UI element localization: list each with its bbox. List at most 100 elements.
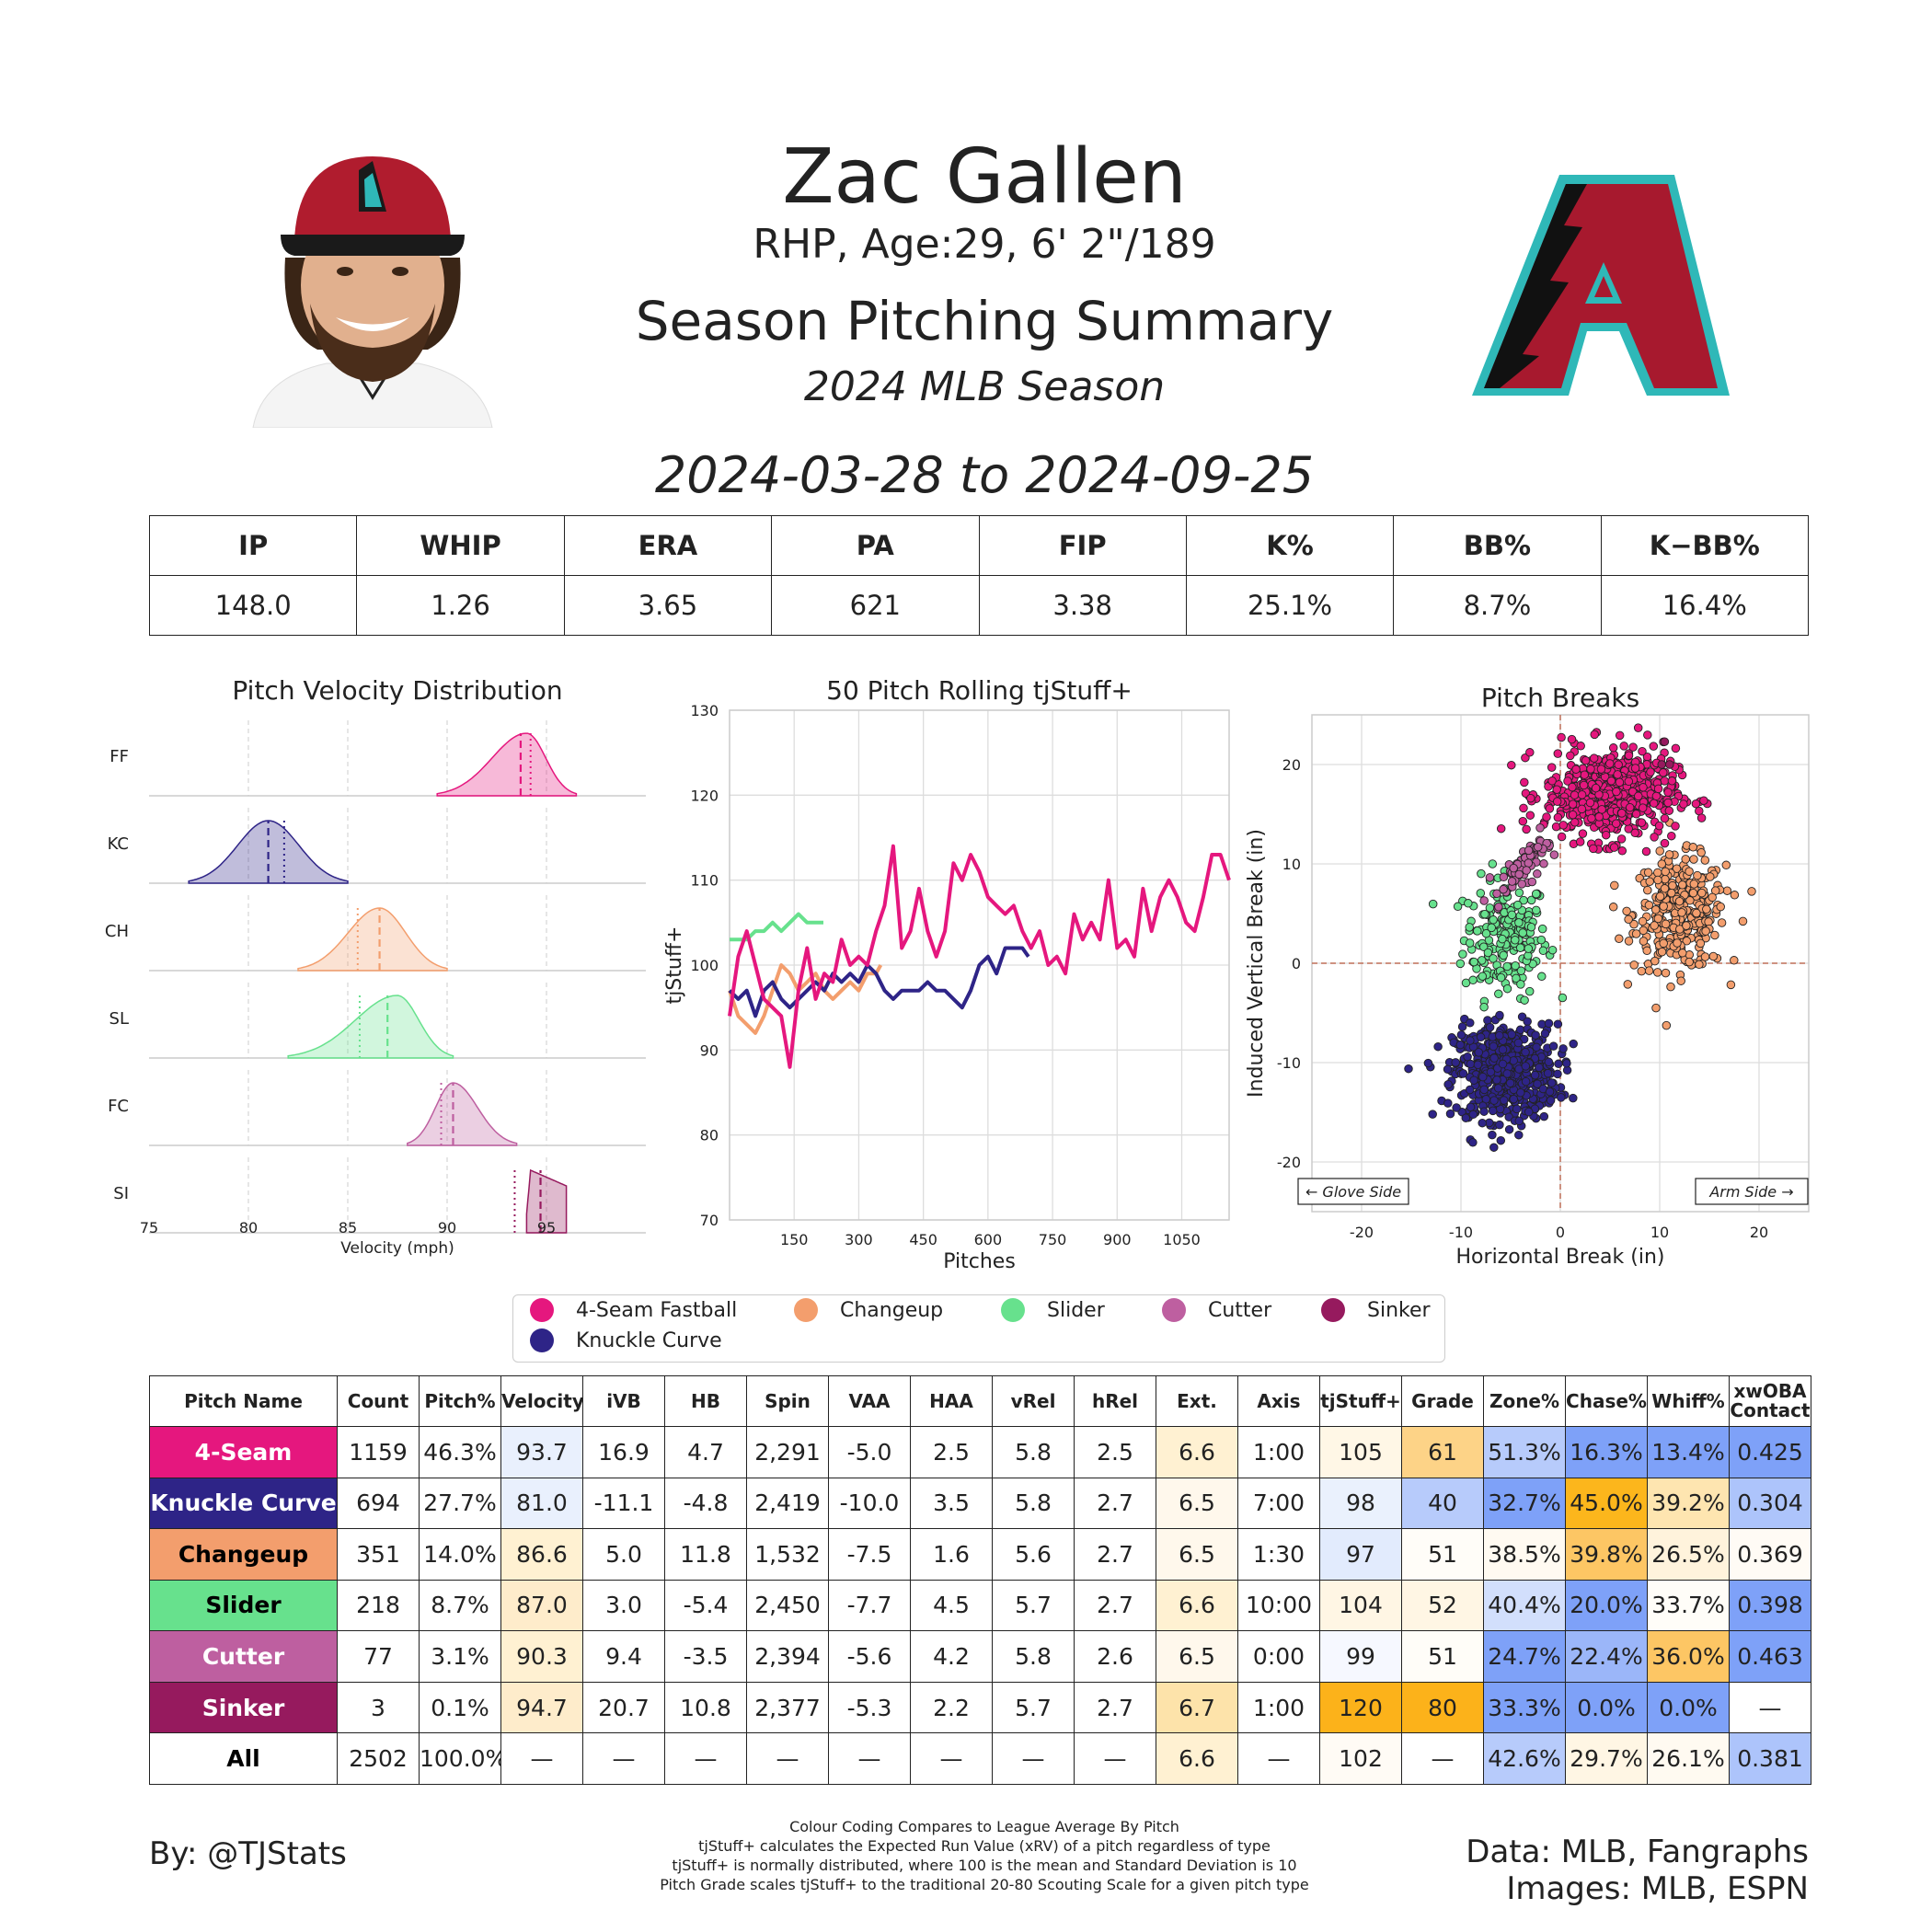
- stat-value-pa: 621: [771, 575, 980, 636]
- breaks-point: [1536, 935, 1547, 945]
- breaks-y-tick: -20: [1277, 1154, 1301, 1171]
- breaks-point: [1589, 753, 1599, 763]
- breaks-points-knuckle-curve: [1404, 1010, 1578, 1152]
- pitch-table-cell: -7.5: [828, 1528, 911, 1581]
- pitch-table-cell: 1:30: [1237, 1528, 1320, 1581]
- pitch-table-cell: —: [746, 1732, 829, 1785]
- pitch-metrics-table: Pitch Name Count Pitch% Velocity iVB HB Spin VA…: [149, 1375, 1811, 1785]
- velocity-row-label-ch: CH: [105, 922, 129, 941]
- pitch-table-cell: 0.369: [1729, 1528, 1811, 1581]
- rolling-x-tick: 150: [780, 1231, 809, 1248]
- pitch-table-cell: 1.6: [910, 1528, 993, 1581]
- pitch-table-cell: —: [828, 1732, 911, 1785]
- pitch-table-cell: 2.7: [1074, 1579, 1156, 1632]
- breaks-point: [1710, 930, 1719, 940]
- breaks-point: [1570, 790, 1580, 799]
- breaks-point: [1663, 798, 1673, 808]
- pitch-table-cell: 6.6: [1156, 1426, 1238, 1478]
- pitch-table-cell: -10.0: [828, 1477, 911, 1530]
- breaks-point: [1624, 914, 1633, 925]
- rolling-x-tick: 750: [1039, 1231, 1067, 1248]
- breaks-point: [1644, 966, 1654, 975]
- footnote-line: tjStuff+ calculates the Expected Run Val…: [698, 1837, 1271, 1855]
- breaks-point: [1478, 1118, 1487, 1128]
- breaks-point: [1615, 777, 1625, 788]
- breaks-point: [1672, 864, 1682, 873]
- pitch-table-cell: 81.0: [500, 1477, 583, 1530]
- breaks-point: [1722, 886, 1732, 895]
- breaks-point: [1519, 803, 1528, 813]
- breaks-point: [1689, 880, 1699, 889]
- breaks-point: [1473, 1060, 1483, 1070]
- breaks-point: [1549, 850, 1559, 859]
- breaks-point: [1697, 888, 1707, 898]
- velocity-row-label-ff: FF: [109, 747, 129, 766]
- breaks-point: [1651, 791, 1662, 801]
- footnote-line: tjStuff+ is normally distributed, where …: [672, 1857, 1297, 1874]
- legend-label: Knuckle Curve: [576, 1328, 722, 1352]
- breaks-point: [1551, 822, 1561, 832]
- breaks-point: [1628, 742, 1638, 752]
- rolling-y-tick: 100: [690, 957, 719, 974]
- breaks-point: [1516, 1087, 1525, 1098]
- summary-title: Season Pitching Summary: [635, 290, 1334, 352]
- breaks-point: [1668, 880, 1677, 891]
- pitch-table-cell: 0.463: [1729, 1630, 1811, 1683]
- stat-header-k-minus-bb: K−BB%: [1600, 515, 1810, 576]
- breaks-point: [1653, 875, 1662, 885]
- pitch-table-cell: —: [582, 1732, 665, 1785]
- breaks-point: [1657, 760, 1666, 769]
- breaks-point: [1619, 742, 1628, 751]
- pitch-table-cell: 0:00: [1237, 1630, 1320, 1683]
- pitch-table-cell: 99: [1319, 1630, 1402, 1683]
- pitch-table-cell: 2.6: [1074, 1630, 1156, 1683]
- breaks-point: [1569, 1093, 1578, 1103]
- pitch-table-cell: 102: [1319, 1732, 1402, 1785]
- pitch-name-cell: Cutter: [149, 1630, 338, 1683]
- breaks-point: [1608, 903, 1618, 912]
- breaks-point: [1525, 811, 1535, 820]
- pitch-table-cell: 33.7%: [1647, 1579, 1730, 1632]
- breaks-point: [1496, 972, 1506, 983]
- breaks-point: [1617, 809, 1627, 818]
- breaks-point: [1489, 1096, 1499, 1105]
- pitch-table-column-header: Axis: [1237, 1375, 1320, 1427]
- breaks-point: [1665, 760, 1674, 769]
- breaks-point: [1688, 888, 1698, 898]
- stat-header-bb-pct: BB%: [1393, 515, 1602, 576]
- breaks-point: [1458, 949, 1467, 959]
- breaks-chart-title: Pitch Breaks: [1481, 683, 1639, 713]
- pitch-table-cell: 0.381: [1729, 1732, 1811, 1785]
- breaks-point: [1499, 1096, 1509, 1105]
- breaks-point: [1547, 945, 1558, 955]
- pitch-table-cell: 6.7: [1156, 1681, 1238, 1734]
- breaks-points-changeup: [1608, 818, 1756, 1030]
- breaks-point: [1433, 1041, 1443, 1052]
- breaks-point: [1608, 743, 1618, 753]
- legend-marker: [1001, 1298, 1025, 1322]
- breaks-points-slider: [1428, 859, 1568, 1021]
- breaks-point: [1495, 1010, 1504, 1020]
- pitch-table-cell: 3.0: [582, 1579, 665, 1632]
- breaks-point: [1481, 928, 1491, 938]
- breaks-point: [1659, 938, 1668, 949]
- breaks-point: [1530, 1070, 1540, 1080]
- breaks-point: [1455, 1040, 1466, 1050]
- breaks-point: [1495, 1120, 1504, 1130]
- pitch-name-cell: Changeup: [149, 1528, 338, 1581]
- breaks-point: [1614, 760, 1623, 769]
- breaks-point: [1443, 1079, 1453, 1089]
- pitch-table-cell: -3.5: [664, 1630, 747, 1683]
- breaks-point: [1483, 948, 1493, 958]
- breaks-point: [1671, 743, 1681, 753]
- breaks-point: [1524, 944, 1534, 953]
- breaks-point: [1466, 1018, 1475, 1028]
- pitch-table-cell: 2,394: [746, 1630, 829, 1683]
- legend-marker: [530, 1298, 554, 1322]
- breaks-point: [1507, 760, 1516, 770]
- breaks-point: [1539, 859, 1548, 868]
- breaks-point: [1642, 946, 1651, 956]
- breaks-point: [1532, 905, 1541, 915]
- breaks-point: [1543, 1068, 1553, 1078]
- breaks-point: [1464, 899, 1473, 908]
